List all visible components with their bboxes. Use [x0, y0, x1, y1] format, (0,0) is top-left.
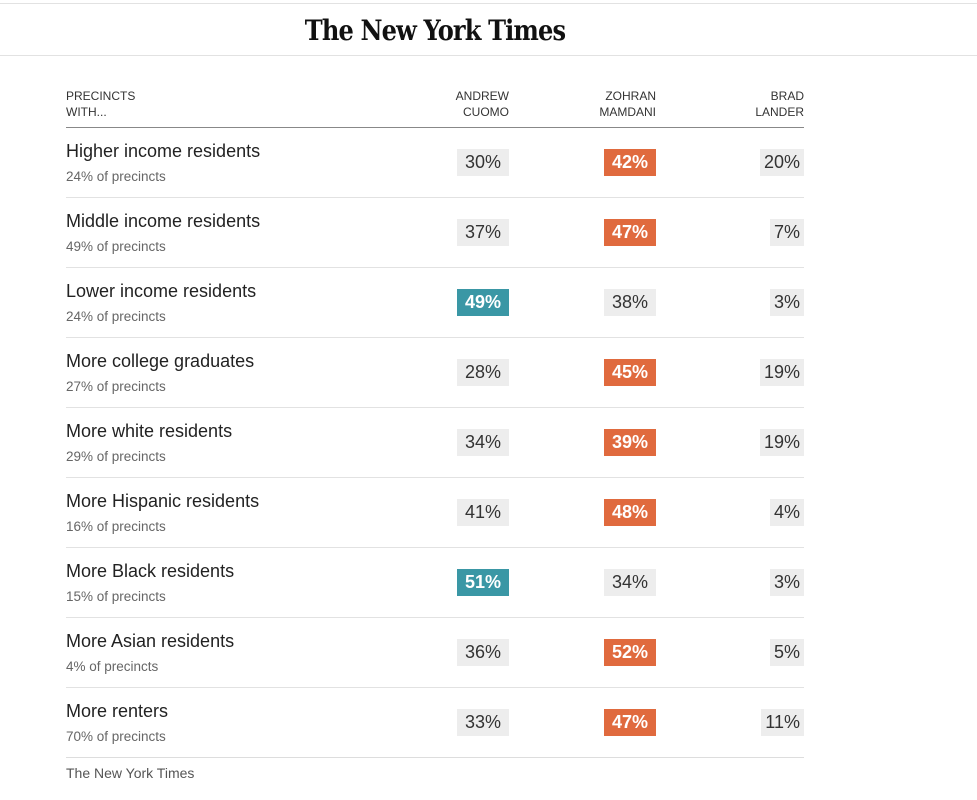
lander-value: 20%	[759, 149, 804, 176]
mamdani-value: 39%	[604, 429, 656, 456]
header-mamdani: ZOHRAN MAMDANI	[599, 89, 656, 119]
cuomo-value: 49%	[457, 289, 509, 316]
table-row: More renters 70% of precincts 33% 47% 11%	[66, 688, 804, 758]
table-row: More Black residents 15% of precincts 51% 3…	[66, 548, 804, 618]
cuomo-value: 37%	[457, 219, 509, 246]
table-row: More college graduates 27% of precincts 28…	[66, 338, 804, 408]
nyt-logo[interactable]: The New York Times	[304, 14, 566, 47]
table-row: Lower income residents 24% of precincts 49…	[66, 268, 804, 338]
row-share: 15% of precincts	[66, 589, 166, 604]
lander-value: 19%	[759, 359, 804, 386]
source-credit: The New York Times	[66, 765, 195, 781]
table-body: Higher income residents 24% of precincts 3…	[66, 128, 804, 758]
cuomo-value: 28%	[457, 359, 509, 386]
mamdani-value: 48%	[604, 499, 656, 526]
row-share: 24% of precincts	[66, 169, 166, 184]
table-row: Higher income residents 24% of precincts 3…	[66, 128, 804, 198]
mamdani-value: 47%	[604, 709, 656, 736]
row-label: More white residents	[66, 421, 233, 441]
table-row: More Asian residents 4% of precincts 36% 52…	[66, 618, 804, 688]
row-label: Higher income residents	[66, 141, 261, 161]
row-share: 4% of precincts	[66, 659, 159, 674]
mamdani-value: 52%	[604, 639, 656, 666]
header-lander: BRAD LANDER	[755, 89, 804, 119]
results-table: PRECINCTS WITH... ANDREW CUOMO ZOHRAN MA…	[66, 88, 804, 758]
lander-value: 19%	[759, 429, 804, 456]
lander-value: 3%	[769, 569, 804, 596]
row-label: More renters	[66, 701, 169, 721]
cuomo-value: 36%	[457, 639, 509, 666]
mamdani-value: 45%	[604, 359, 656, 386]
table-row: More Hispanic residents 16% of precincts 4…	[66, 478, 804, 548]
row-share: 16% of precincts	[66, 519, 166, 534]
cuomo-value: 33%	[457, 709, 509, 736]
lander-value: 3%	[769, 289, 804, 316]
cuomo-value: 34%	[457, 429, 509, 456]
masthead-bar: The New York Times	[0, 3, 977, 56]
row-share: 24% of precincts	[66, 309, 166, 324]
row-share: 70% of precincts	[66, 729, 166, 744]
cuomo-value: 30%	[457, 149, 509, 176]
row-share: 49% of precincts	[66, 239, 166, 254]
mamdani-value: 47%	[604, 219, 656, 246]
cuomo-value: 41%	[457, 499, 509, 526]
row-label: More Asian residents	[66, 631, 235, 651]
row-label: Middle income residents	[66, 211, 261, 231]
table-row: More white residents 29% of precincts 34% 3…	[66, 408, 804, 478]
lander-value: 7%	[769, 219, 804, 246]
lander-value: 5%	[769, 639, 804, 666]
mamdani-value: 42%	[604, 149, 656, 176]
row-label: More Black residents	[66, 561, 235, 581]
table-row: Middle income residents 49% of precincts 3…	[66, 198, 804, 268]
row-label: More college graduates	[66, 351, 255, 371]
lander-value: 4%	[769, 499, 804, 526]
table-header: PRECINCTS WITH... ANDREW CUOMO ZOHRAN MA…	[66, 88, 804, 128]
row-label: More Hispanic residents	[66, 491, 260, 511]
lander-value: 11%	[761, 709, 804, 736]
row-label: Lower income residents	[66, 281, 257, 301]
cuomo-value: 51%	[457, 569, 509, 596]
header-cuomo: ANDREW CUOMO	[455, 89, 509, 119]
row-share: 27% of precincts	[66, 379, 166, 394]
header-precincts: PRECINCTS WITH...	[66, 89, 136, 119]
mamdani-value: 38%	[604, 289, 656, 316]
row-share: 29% of precincts	[66, 449, 166, 464]
mamdani-value: 34%	[604, 569, 656, 596]
